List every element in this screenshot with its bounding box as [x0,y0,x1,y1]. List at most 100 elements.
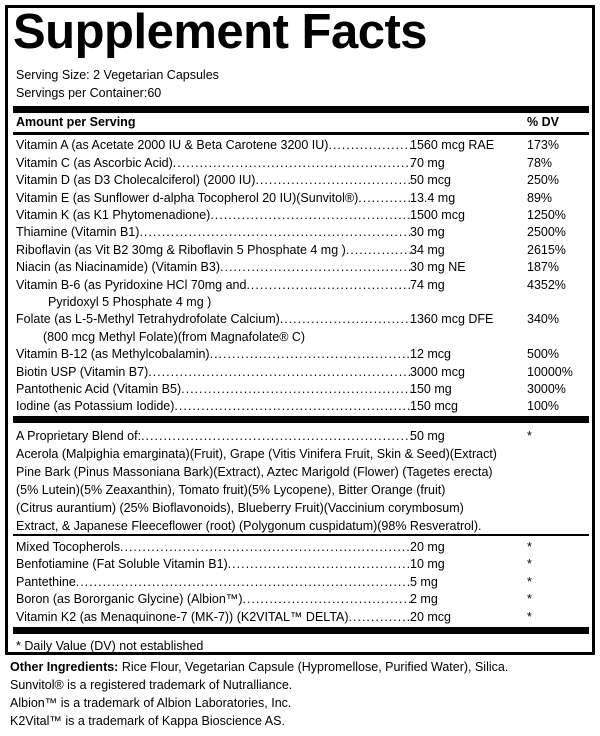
nutrient-dv: 3000% [527,381,566,396]
nutrient-amount: 150 mg [410,381,452,396]
nutrient-name: Vitamin A (as Acetate 2000 IU & Beta Car… [16,138,329,153]
nutrient-name: Vitamin C (as Ascorbic Acid) [16,155,173,170]
other-ingredients-label: Other Ingredients: [10,660,119,674]
nutrient-dv: 100% [527,399,559,414]
nutrient-name-continuation: Pyridoxyl 5 Phosphate 4 mg ) [48,294,212,309]
nutrient-name-continuation: (800 mcg Methyl Folate)(from Magnafolate… [43,329,306,344]
nutrient-amount: 13.4 mg [410,190,456,205]
nutrient-amount: 2 mg [410,592,438,607]
nutrient-amount: 34 mg [410,242,445,257]
nutrient-dv: 4352% [527,277,566,292]
dot-leader [120,539,412,557]
dot-leader [210,207,412,224]
blend-ingredient-line: (Citrus aurantium) (25% Bioflavonoids), … [16,501,464,515]
thick-divider [13,106,589,113]
nutrient-row: Vitamin K (as K1 Phytomenadione) 1500 mcg… [16,207,590,225]
nutrient-name: Iodine (as Potassium Iodide) [16,399,175,414]
blend-amount: 50 mg [410,429,445,443]
nutrient-row: Vitamin K2 (as Menaquinone-7 (MK-7)) (K2… [16,609,590,627]
nutrient-dv: 1250% [527,207,566,222]
nutrient-name: Vitamin B-12 (as Methylcobalamin) [16,347,210,362]
nutrient-row: Boron (as Bororganic Glycine) (Albion™) 2… [16,591,590,609]
nutrient-row: Mixed Tocopherols 20 mg * [16,539,590,557]
nutrient-amount: 1560 mcg RAE [410,138,495,153]
servings-per-container: Servings per Container:60 [16,86,162,100]
thick-divider [13,416,589,423]
nutrient-dv: 340% [527,312,559,327]
dv-header: % DV [527,115,559,129]
dot-leader [220,259,412,276]
nutrient-dv: 2615% [527,242,566,257]
nutrient-row: Pantothenic Acid (Vitamin B5) 150 mg 3000% [16,381,590,399]
nutrient-name: Mixed Tocopherols [16,539,120,554]
dv-footnote: * Daily Value (DV) not established [16,639,204,653]
nutrient-amount: 70 mg [410,155,445,170]
dot-leader [76,574,412,592]
nutrient-name: Vitamin K2 (as Menaquinone-7 (MK-7)) (K2… [16,609,349,624]
blend-ingredient-line: Pine Bark (Pinus Massoniana Bark)(Extrac… [16,465,493,479]
nutrient-amount: 20 mg [410,539,445,554]
blend-name: A Proprietary Blend of: [16,429,142,443]
dot-leader [148,364,412,381]
nutrient-row: Folate (as L-5-Methyl Tetrahydrofolate C… [16,311,590,343]
nutrient-amount: 30 mg [410,225,445,240]
nutrient-dv: 500% [527,347,559,362]
dot-leader [349,609,412,627]
dot-leader [181,381,412,398]
dot-leader [210,346,412,363]
dot-leader [358,190,412,207]
thick-divider [13,627,589,634]
nutrient-amount: 5 mg [410,574,438,589]
nutrient-row: Biotin USP (Vitamin B7) 3000 mcg 10000% [16,364,590,382]
nutrient-dv: 10000% [527,364,573,379]
header-divider [13,132,589,135]
nutrient-name: Vitamin B-6 (as Pyridoxine HCl 70mg and [16,277,247,292]
nutrient-dv: * [527,539,532,554]
nutrient-amount: 150 mcg [410,399,458,414]
blend-dv: * [527,429,532,443]
amount-per-serving-header: Amount per Serving [16,115,136,129]
dot-leader [246,277,412,294]
nutrient-dv: 2500% [527,225,566,240]
nutrient-dv: 250% [527,173,559,188]
nutrient-row: Vitamin B-12 (as Methylcobalamin) 12 mcg 5… [16,346,590,364]
nutrient-dv: 89% [527,190,553,205]
blend-ingredient-line: Acerola (Malpighia emarginata)(Fruit), G… [16,447,497,461]
nutrient-amount: 50 mcg [410,173,451,188]
nutrient-row: Vitamin A (as Acetate 2000 IU & Beta Car… [16,137,590,155]
nutrient-amount: 30 mg NE [410,260,466,275]
dot-leader [255,172,412,189]
nutrient-row: Vitamin B-6 (as Pyridoxine HCl 70mg and 7… [16,277,590,309]
nutrient-name: Biotin USP (Vitamin B7) [16,364,149,379]
nutrient-row: Thiamine (Vitamin B1) 30 mg 2500% [16,224,590,242]
nutrient-name: Vitamin D (as D3 Cholecalciferol) (2000 … [16,173,256,188]
dot-leader [280,311,412,328]
serving-size: Serving Size: 2 Vegetarian Capsules [16,68,219,82]
nutrient-name: Pantothenic Acid (Vitamin B5) [16,381,182,396]
dot-leader [346,242,412,259]
nutrient-row: Benfotiamine (Fat Soluble Vitamin B1) 10 … [16,556,590,574]
nutrient-row: Vitamin D (as D3 Cholecalciferol) (2000 … [16,172,590,190]
other-ingredients: Other Ingredients: Rice Flour, Vegetaria… [10,658,508,676]
nutrient-name: Vitamin E (as Sunflower d-alpha Tocopher… [16,190,359,205]
column-header-row: Amount per Serving % DV [16,113,590,131]
nutrient-name: Riboflavin (as Vit B2 30mg & Riboflavin … [16,242,346,257]
nutrient-amount: 1360 mcg DFE [410,312,494,327]
dot-leader [242,591,412,609]
other-ingredients-text: Rice Flour, Vegetarian Capsule (Hypromel… [118,660,509,674]
dot-leader [173,155,412,172]
nutrient-name: Vitamin K (as K1 Phytomenadione) [16,207,211,222]
nutrient-name: Thiamine (Vitamin B1) [16,225,140,240]
nutrient-dv: 78% [527,155,553,170]
nutrient-dv: * [527,609,532,624]
nutrient-name: Folate (as L-5-Methyl Tetrahydrofolate C… [16,312,280,327]
nutrient-amount: 20 mcg [410,609,451,624]
nutrient-dv: 187% [527,260,559,275]
nutrient-row: Pantethine 5 mg * [16,574,590,592]
nutrient-row: Iodine (as Potassium Iodide) 150 mcg 100% [16,398,590,416]
blend-ingredient-line: (5% Lutein)(5% Zeaxanthin), Tomato fruit… [16,483,446,497]
nutrient-amount: 1500 mcg [410,207,465,222]
trademark-note: Albion™ is a trademark of Albion Laborat… [10,696,292,710]
nutrient-row: Vitamin E (as Sunflower d-alpha Tocopher… [16,190,590,208]
nutrient-dv: * [527,574,532,589]
